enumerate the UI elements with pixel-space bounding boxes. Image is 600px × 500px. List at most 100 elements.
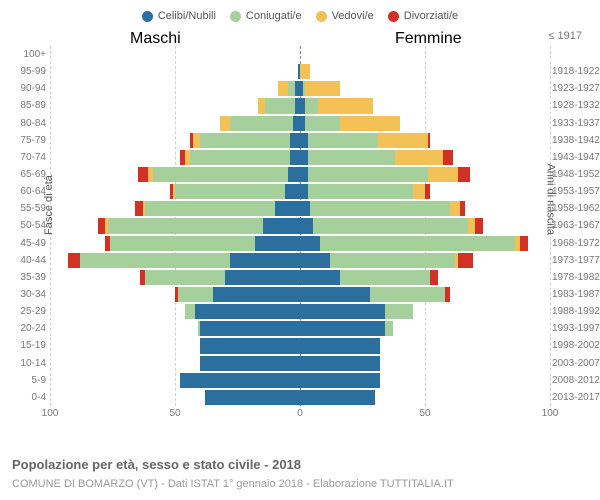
male-bar: [180, 373, 300, 388]
birth-years-label: 1988-1992: [552, 306, 600, 317]
legend-item: Divorziati/e: [388, 10, 458, 22]
pyramid-row: 95-991918-1922: [50, 63, 550, 80]
segment-celibi: [275, 201, 300, 216]
segment-celibi: [300, 133, 308, 148]
age-label: 0-4: [8, 392, 46, 403]
x-tick: 100: [542, 408, 559, 419]
legend: Celibi/Nubili Coniugati/e Vedovi/e Divorzia…: [10, 10, 590, 22]
female-bar: [300, 270, 438, 285]
segment-celibi: [200, 338, 300, 353]
age-label: 80-84: [8, 118, 46, 129]
birth-years-label: 1948-1952: [552, 169, 600, 180]
segment-coniugati: [110, 236, 255, 251]
pyramid-row: 80-841933-1937: [50, 115, 550, 132]
female-bar: [300, 150, 453, 165]
female-bar: [300, 304, 413, 319]
segment-coniugati: [145, 270, 225, 285]
male-bar: [205, 390, 300, 405]
female-bar: [300, 287, 450, 302]
birth-years-label: 1978-1982: [552, 272, 600, 283]
birth-years-label: 1918-1922: [552, 66, 600, 77]
female-bar: [300, 218, 483, 233]
segment-vedovi: [300, 64, 310, 79]
segment-divorziati: [135, 201, 143, 216]
segment-celibi: [300, 321, 385, 336]
birth-years-label: 2013-2017: [552, 392, 600, 403]
female-bar: [300, 373, 380, 388]
female-bar: [300, 321, 393, 336]
birth-years-label: 1953-1957: [552, 186, 600, 197]
segment-celibi: [290, 150, 300, 165]
segment-celibi: [300, 287, 370, 302]
pyramid-row: 35-391978-1982: [50, 269, 550, 286]
x-tick: 50: [419, 408, 430, 419]
segment-celibi: [225, 270, 300, 285]
male-bar: [185, 304, 300, 319]
legend-item: Celibi/Nubili: [142, 10, 216, 22]
segment-celibi: [300, 167, 308, 182]
segment-celibi: [300, 338, 380, 353]
segment-divorziati: [138, 167, 148, 182]
segment-celibi: [300, 304, 385, 319]
birth-years-label: 1938-1942: [552, 135, 600, 146]
x-tick: 100: [42, 408, 59, 419]
legend-label: Coniugati/e: [246, 10, 302, 22]
segment-vedovi: [468, 218, 476, 233]
birth-years-label: 1983-1987: [552, 289, 600, 300]
female-bar: [300, 236, 528, 251]
female-bar: [300, 201, 465, 216]
segment-celibi: [300, 253, 330, 268]
segment-divorziati: [520, 236, 528, 251]
age-label: 90-94: [8, 83, 46, 94]
segment-vedovi: [413, 184, 426, 199]
birth-years-label: 2008-2012: [552, 375, 600, 386]
female-bar: [300, 64, 310, 79]
pyramid-row: 20-241993-1997: [50, 320, 550, 337]
pyramid-row: 0-42013-2017: [50, 389, 550, 406]
pyramid-row: 15-191998-2002: [50, 337, 550, 354]
segment-coniugati: [305, 116, 340, 131]
age-label: 25-29: [8, 306, 46, 317]
age-label: 100+: [8, 49, 46, 60]
segment-vedovi: [305, 81, 340, 96]
male-bar: [200, 356, 300, 371]
population-pyramid-chart: Celibi/Nubili Coniugati/e Vedovi/e Divorzia…: [0, 0, 600, 500]
segment-divorziati: [458, 167, 471, 182]
segment-coniugati: [320, 236, 515, 251]
male-bar: [175, 287, 300, 302]
segment-coniugati: [185, 304, 195, 319]
pyramid-row: 90-941923-1927: [50, 80, 550, 97]
segment-celibi: [290, 133, 300, 148]
legend-swatch: [142, 11, 153, 22]
age-label: 5-9: [8, 375, 46, 386]
segment-coniugati: [265, 98, 295, 113]
rows-container: 100+95-991918-192290-941923-192785-89192…: [50, 46, 550, 406]
age-label: 45-49: [8, 238, 46, 249]
pyramid-row: 25-291988-1992: [50, 303, 550, 320]
segment-coniugati: [308, 150, 396, 165]
male-bar: [170, 184, 300, 199]
segment-divorziati: [475, 218, 483, 233]
segment-coniugati: [288, 81, 296, 96]
segment-vedovi: [193, 133, 201, 148]
segment-vedovi: [340, 116, 400, 131]
segment-divorziati: [68, 253, 81, 268]
segment-celibi: [200, 321, 300, 336]
female-bar: [300, 167, 470, 182]
pyramid-row: 65-691948-1952: [50, 166, 550, 183]
birth-years-label: 1973-1977: [552, 255, 600, 266]
male-bar: [98, 218, 301, 233]
legend-label: Vedovi/e: [332, 10, 374, 22]
segment-divorziati: [430, 270, 438, 285]
segment-divorziati: [445, 287, 450, 302]
segment-celibi: [195, 304, 300, 319]
pyramid-row: 60-641953-1957: [50, 183, 550, 200]
female-bar: [300, 184, 430, 199]
pyramid-row: 75-791938-1942: [50, 132, 550, 149]
segment-vedovi: [450, 201, 460, 216]
birth-years-label: 1963-1967: [552, 220, 600, 231]
segment-coniugati: [178, 287, 213, 302]
male-bar: [68, 253, 301, 268]
age-label: 55-59: [8, 203, 46, 214]
segment-divorziati: [98, 218, 106, 233]
